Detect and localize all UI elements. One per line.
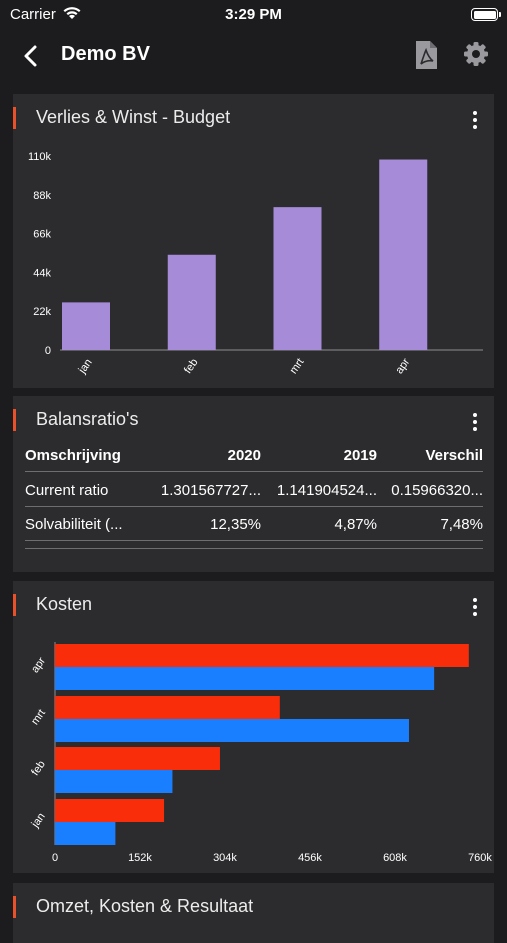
- card-title: Verlies & Winst - Budget: [36, 107, 231, 127]
- bar-apr-series-2: [55, 667, 435, 690]
- card-title: Balansratio's: [36, 409, 139, 429]
- bar-jan: [62, 302, 110, 350]
- y-tick-label: 22k: [33, 306, 51, 318]
- table-cell: 7,48%: [440, 516, 483, 533]
- card-accent-bar: [13, 594, 16, 616]
- table-row[interactable]: Solvabiliteit (... 12,35% 4,87% 7,48%: [25, 507, 483, 541]
- table-cell: 0.15966320...: [391, 482, 483, 499]
- table-cell: Current ratio: [25, 482, 109, 499]
- table-cell: 1.301567727...: [160, 482, 261, 499]
- column-header: 2019: [343, 447, 377, 464]
- bar-jan-series-2: [55, 822, 116, 845]
- y-tick-label: 0: [45, 345, 51, 357]
- table-cell: Solvabiliteit (...: [25, 516, 123, 533]
- column-header: 2020: [227, 447, 261, 464]
- bar-jan-series-1: [55, 799, 165, 822]
- page-title: Demo BV: [61, 43, 150, 65]
- status-bar: Carrier 3:29 PM: [0, 0, 507, 28]
- kosten-card: Kosten jan feb mrt apr 0 152k 304k 456k 608k 760k: [13, 581, 494, 873]
- table-cell: 12,35%: [210, 516, 261, 533]
- pl-budget-card: Verlies & Winst - Budget 0 22k 44k 66k 88k 11…: [13, 94, 494, 388]
- card-title: Kosten: [36, 594, 93, 614]
- y-tick-label: 44k: [33, 267, 51, 279]
- battery-icon: [471, 8, 498, 21]
- back-chevron-icon[interactable]: [18, 42, 46, 70]
- ratio-table: Omschrijving 2020 2019 Verschil Current …: [25, 438, 483, 556]
- kosten-horizontal-bar-chart: jan feb mrt apr 0 152k 304k 456k 608k 760k: [29, 642, 492, 864]
- table-divider: [25, 548, 483, 549]
- x-tick-label: 608k: [383, 852, 407, 864]
- card-accent-bar: [13, 409, 16, 431]
- navigation-bar: Demo BV: [0, 28, 507, 83]
- pl-budget-bar-chart: 0 22k 44k 66k 88k 110k jan feb mrt apr: [28, 151, 483, 377]
- card-accent-bar: [13, 896, 16, 918]
- x-tick-label: apr: [393, 356, 412, 376]
- y-tick-label: apr: [29, 655, 48, 675]
- bar-mrt: [273, 207, 322, 350]
- x-tick-label: 456k: [298, 852, 322, 864]
- table-cell: 1.141904524...: [276, 482, 377, 499]
- bar-feb-series-1: [55, 747, 220, 770]
- bar-feb-series-2: [55, 770, 173, 793]
- card-accent-bar: [13, 107, 16, 129]
- x-tick-label: 760k: [468, 852, 492, 864]
- column-header: Omschrijving: [25, 447, 121, 464]
- bar-mrt-series-2: [55, 719, 409, 742]
- x-tick-label: 0: [52, 852, 58, 864]
- y-tick-label: feb: [29, 759, 48, 778]
- table-header: Omschrijving 2020 2019 Verschil: [25, 438, 483, 472]
- x-tick-label: feb: [182, 357, 201, 376]
- battery-tip: [499, 12, 501, 17]
- x-tick-label: jan: [76, 357, 95, 377]
- pdf-export-icon[interactable]: [413, 40, 439, 75]
- bar-mrt-series-1: [55, 696, 280, 719]
- x-tick-label: 152k: [128, 852, 152, 864]
- revenue-costs-result-card: Omzet, Kosten & Resultaat: [13, 883, 494, 943]
- column-header: Verschil: [425, 447, 483, 464]
- more-options-icon[interactable]: [469, 111, 481, 131]
- y-tick-label: mrt: [29, 707, 48, 727]
- more-options-icon[interactable]: [469, 598, 481, 618]
- table-cell: 4,87%: [334, 516, 377, 533]
- balance-ratios-card: Balansratio's Omschrijving 2020 2019 Ver…: [13, 396, 494, 572]
- more-options-icon[interactable]: [469, 413, 481, 433]
- wifi-icon: [62, 5, 82, 25]
- x-tick-label: mrt: [288, 356, 307, 376]
- clock: 3:29 PM: [225, 6, 282, 23]
- carrier-label: Carrier: [10, 6, 56, 23]
- x-tick-label: 304k: [213, 852, 237, 864]
- card-title: Omzet, Kosten & Resultaat: [36, 896, 254, 916]
- bar-apr: [379, 159, 428, 350]
- y-tick-label: jan: [29, 811, 48, 831]
- y-tick-label: 66k: [33, 229, 51, 241]
- table-row[interactable]: Current ratio 1.301567727... 1.141904524…: [25, 473, 483, 507]
- bar-feb: [167, 254, 216, 350]
- settings-gear-icon[interactable]: [462, 40, 490, 73]
- y-tick-label: 110k: [28, 151, 52, 163]
- bar-apr-series-1: [55, 644, 469, 667]
- y-tick-label: 88k: [33, 190, 51, 202]
